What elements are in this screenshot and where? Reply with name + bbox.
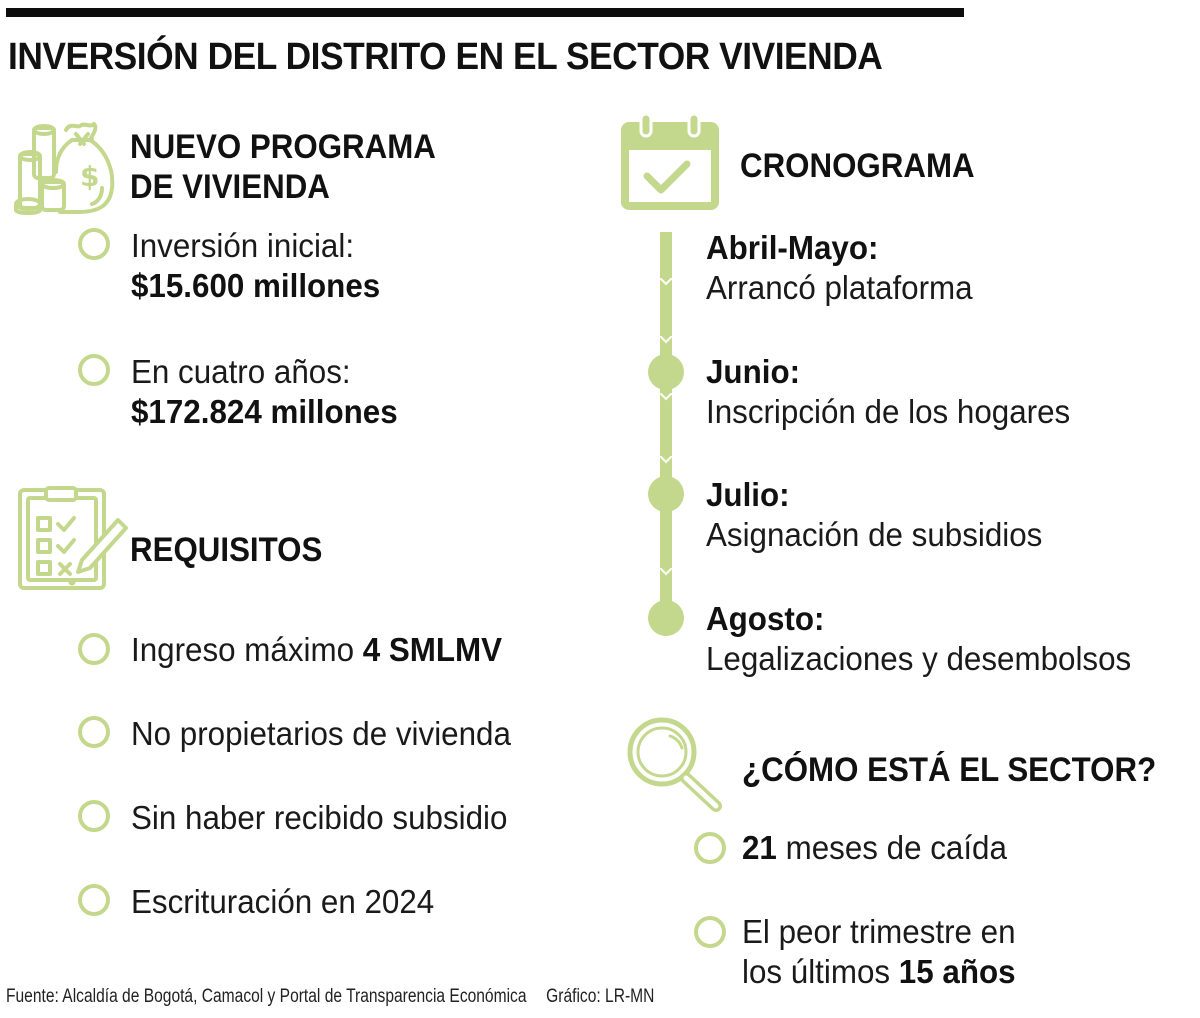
bullet-circle-icon	[78, 354, 110, 386]
step-period: Junio:	[706, 353, 801, 390]
magnifying-glass-icon	[627, 717, 722, 812]
bullet-circle-icon	[694, 916, 726, 948]
footer: Fuente: Alcaldía de Bogotá, Camacol y Po…	[6, 986, 654, 1008]
item-value: $15.600 millones	[131, 267, 381, 304]
timeline-dot	[648, 354, 684, 390]
chevron-down-icon	[660, 456, 672, 464]
timeline-step: Abril-Mayo: Arrancó plataforma	[706, 228, 973, 308]
bullet-circle-icon	[78, 800, 110, 832]
step-period: Agosto:	[706, 600, 825, 637]
money-bag-icon: $	[14, 122, 115, 215]
chevron-down-icon	[660, 568, 672, 576]
item-text-line-2: los últimos	[742, 953, 899, 990]
requisito-item: No propietarios de vivienda	[131, 715, 511, 752]
svg-text:$: $	[80, 160, 99, 193]
step-period: Julio:	[706, 476, 790, 513]
requisito-item: Sin haber recibido subsidio	[131, 799, 508, 836]
item-text-line-1: El peor trimestre en	[742, 913, 1016, 950]
item-label: En cuatro años:	[131, 353, 351, 390]
bullet-circle-icon	[694, 832, 726, 864]
bullet-circle-icon	[78, 228, 110, 260]
requisitos-heading: REQUISITOS	[130, 531, 323, 569]
calendar-check-icon	[621, 112, 719, 210]
top-rule	[6, 8, 964, 17]
heading-line-2: DE VIVIENDA	[130, 168, 330, 206]
timeline-line	[660, 232, 672, 620]
item-bold: 4 SMLMV	[362, 631, 503, 668]
timeline-step: Agosto: Legalizaciones y desembolsos	[706, 599, 1131, 679]
item-bold: 21	[742, 829, 777, 866]
item-value: $172.824 millones	[131, 393, 398, 430]
heading-line-1: NUEVO PROGRAMA	[130, 128, 436, 166]
bullet-circle-icon	[78, 884, 110, 916]
bullet-circle-icon	[78, 716, 110, 748]
investment-four-years: En cuatro años: $172.824 millones	[131, 352, 398, 432]
step-description: Legalizaciones y desembolsos	[706, 640, 1132, 677]
sector-item: 21 meses de caída	[742, 828, 1007, 868]
chevron-down-icon	[660, 336, 672, 344]
timeline-dot	[648, 600, 684, 636]
graphic-credit: Gráfico: LR-MN	[546, 986, 655, 1007]
item-text: Ingreso máximo	[131, 631, 363, 668]
bullet-circle-icon	[78, 633, 110, 665]
step-description: Asignación de subsidios	[706, 516, 1043, 553]
cronograma-heading: CRONOGRAMA	[740, 147, 975, 185]
source-credit: Fuente: Alcaldía de Bogotá, Camacol y Po…	[6, 986, 527, 1007]
sector-item: El peor trimestre en los últimos 15 años	[742, 912, 1016, 992]
clipboard-checklist-icon	[18, 486, 128, 590]
step-period: Abril-Mayo:	[706, 229, 879, 266]
sector-heading: ¿CÓMO ESTÁ EL SECTOR?	[742, 751, 1157, 789]
item-text: meses de caída	[776, 829, 1007, 866]
step-description: Inscripción de los hogares	[706, 393, 1071, 430]
chevron-down-icon	[660, 278, 672, 286]
timeline-step: Julio: Asignación de subsidios	[706, 475, 1042, 555]
nuevo-programa-heading: NUEVO PROGRAMA DE VIVIENDA	[130, 127, 436, 207]
item-label: Inversión inicial:	[131, 227, 355, 264]
requisito-item: Ingreso máximo 4 SMLMV	[131, 630, 502, 670]
timeline-dot	[648, 476, 684, 512]
timeline-step: Junio: Inscripción de los hogares	[706, 352, 1070, 432]
page-title: INVERSIÓN DEL DISTRITO EN EL SECTOR VIVI…	[8, 36, 883, 78]
item-bold: 15 años	[898, 953, 1016, 990]
step-description: Arrancó plataforma	[706, 269, 973, 306]
requisito-item: Escrituración en 2024	[131, 883, 435, 920]
chevron-down-icon	[660, 393, 672, 401]
investment-initial: Inversión inicial: $15.600 millones	[131, 226, 380, 306]
